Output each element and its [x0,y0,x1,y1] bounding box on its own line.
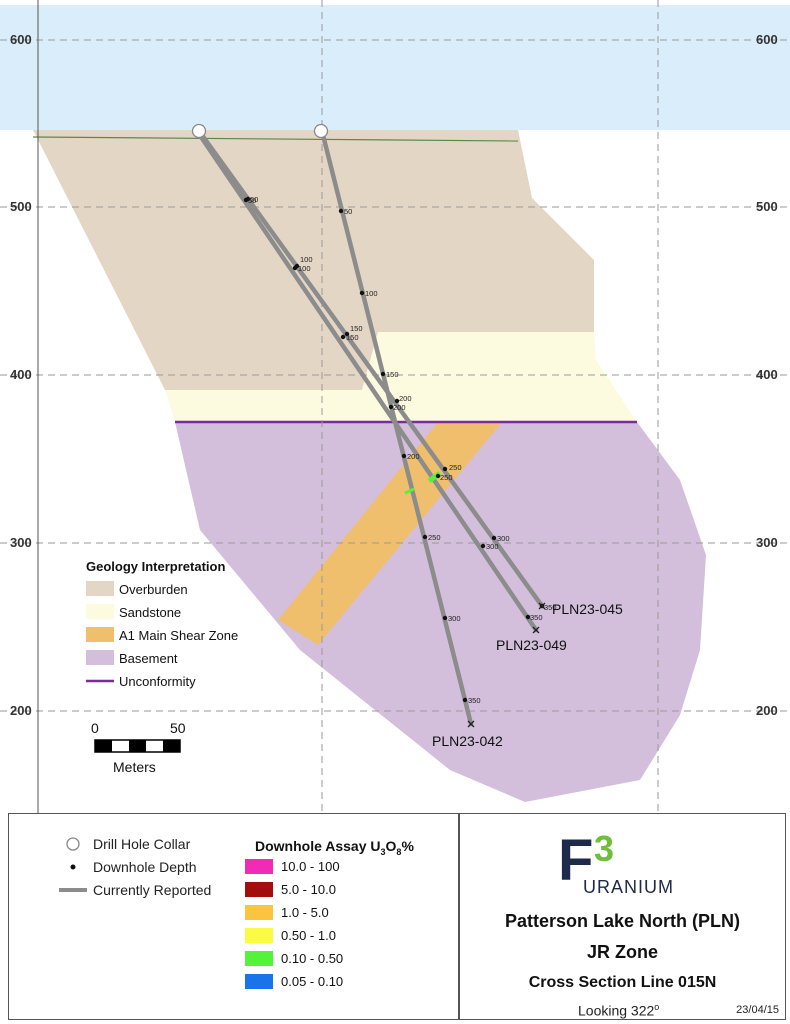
assay-swatch-5-10 [245,882,273,897]
hole-label-pln23-049: PLN23-049 [496,637,567,653]
assay-range: 0.10 - 0.50 [281,951,344,966]
right-tick: 400 [756,367,778,382]
depth-label: 250 [428,533,441,542]
assay-range: 1.0 - 5.0 [281,905,329,920]
sky-band [0,5,790,130]
depth-label: 100 [300,255,313,264]
depth-label: 150 [346,333,359,342]
assay-legend-title: Downhole Assay U3O8% [255,838,414,857]
assay-range: 0.50 - 1.0 [281,928,336,943]
sandstone-unit [165,332,637,422]
depth-label: 300 [486,542,499,551]
scale-end: 50 [170,720,186,736]
depth-label: 250 [440,473,453,482]
trace-pln23-042 [319,128,474,727]
assay-interval [404,487,415,495]
overburden-unit [33,130,594,390]
collar-icon [66,837,80,851]
legend-label: Sandstone [119,605,181,620]
sandstone-swatch [86,604,114,619]
shear-zone-swatch [86,627,114,642]
assay-swatch-01-05 [245,951,273,966]
assay-range: 5.0 - 10.0 [281,882,336,897]
legend-label: Unconformity [119,674,196,689]
depth-label: 300 [448,614,461,623]
right-tick: 300 [756,535,778,550]
depth-label: 250 [449,463,462,472]
assay-swatch-05-1 [245,928,273,943]
symbol-icons [59,837,87,892]
ground-surface-line [32,136,519,142]
depth-label: 100 [298,264,311,273]
cross-section-map: 600 500 400 300 200 600 500 400 300 200 [0,0,790,813]
drill-hole-collar [313,123,329,139]
right-axis: 600 500 400 300 200 [756,32,778,718]
legend-label: Basement [119,651,178,666]
scale-bar: 0 50 Meters [91,720,186,775]
left-tick: 300 [10,535,32,550]
brand-name: URANIUM [583,877,674,897]
left-axis: 600 500 400 300 200 [10,0,39,813]
legend-label: Overburden [119,582,188,597]
title-line-3: Cross Section Line 015N [528,974,717,991]
depth-label: 200 [407,452,420,461]
drill-traces [194,128,545,727]
trace-pln23-049 [194,128,539,633]
looking-direction: Looking 322o [578,1002,660,1019]
legend-collar: Drill Hole Collar [93,836,191,852]
depth-label: 150 [386,370,399,379]
depth-label: 350 [468,696,481,705]
depth-label: 50 [250,195,258,204]
right-tick: 200 [756,703,778,718]
legend-reported: Currently Reported [93,882,212,898]
symbol-assay-legend: Drill Hole Collar Downhole Depth Current… [8,813,459,1020]
drill-hole-collar [191,123,207,139]
geology-legend-title: Geology Interpretation [86,559,225,574]
depth-label: 350 [530,613,543,622]
depth-label: 150 [350,324,363,333]
legend-depth: Downhole Depth [93,859,197,875]
depth-dot-icon [70,864,76,870]
left-tick: 600 [10,32,32,47]
basement-unit [175,422,706,802]
depth-labels: 50 100 150 200 250 300 350 50 100 150 20… [248,195,557,705]
overburden-swatch [86,581,114,596]
assay-swatch-1-5 [245,905,273,920]
depth-label: 300 [497,534,510,543]
assay-swatch-10-100 [245,859,273,874]
hole-label-pln23-045: PLN23-045 [552,601,623,617]
assay-range: 0.05 - 0.10 [281,974,344,989]
depth-markers [243,196,545,703]
geology-legend: Geology Interpretation Overburden Sandst… [86,559,238,689]
depth-label: 50 [248,196,256,205]
shear-zone-unit [278,422,502,645]
depth-label: 200 [393,403,406,412]
left-tick: 400 [10,367,32,382]
depth-label: 200 [399,394,412,403]
scale-unit: Meters [113,759,156,775]
scale-start: 0 [91,720,99,736]
right-tick: 500 [756,199,778,214]
left-tick: 200 [10,703,32,718]
depth-label: 350 [544,603,557,612]
left-tick: 500 [10,199,32,214]
legend-label: A1 Main Shear Zone [119,628,238,643]
map-date: 23/04/15 [736,1004,779,1016]
title-line-1: Patterson Lake North (PLN) [504,911,741,931]
trace-pln23-045 [196,128,545,609]
hole-label-pln23-042: PLN23-042 [432,733,503,749]
assay-swatch-005-01 [245,974,273,989]
basement-swatch [86,650,114,665]
depth-label: 50 [344,207,352,216]
end-of-hole-markers [467,602,546,728]
right-tick: 600 [756,32,778,47]
assay-range: 10.0 - 100 [281,859,340,874]
title-line-2: JR Zone [586,942,658,962]
depth-label: 100 [365,289,378,298]
